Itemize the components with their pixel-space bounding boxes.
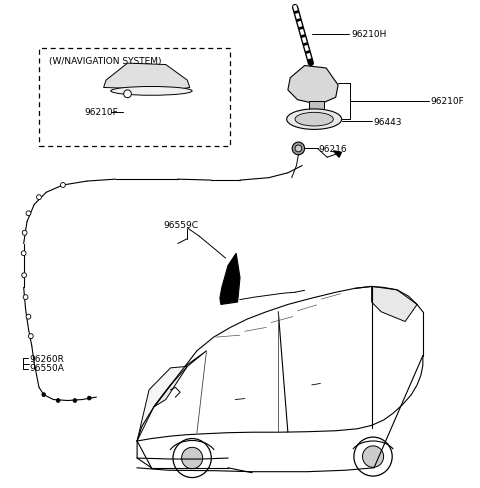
Circle shape — [22, 273, 26, 278]
Bar — [310, 102, 324, 113]
Circle shape — [56, 399, 60, 403]
Polygon shape — [333, 152, 341, 158]
Ellipse shape — [287, 110, 342, 130]
Circle shape — [354, 437, 392, 476]
Polygon shape — [137, 366, 187, 441]
Polygon shape — [154, 351, 206, 407]
Circle shape — [22, 231, 27, 236]
Circle shape — [181, 447, 203, 469]
Circle shape — [362, 446, 384, 468]
Circle shape — [26, 315, 31, 320]
Circle shape — [60, 183, 65, 188]
Text: 96443: 96443 — [373, 118, 402, 126]
Circle shape — [73, 399, 77, 403]
Circle shape — [87, 396, 91, 400]
Text: (W/NAVIGATION SYSTEM): (W/NAVIGATION SYSTEM) — [48, 57, 161, 66]
Text: 96210F: 96210F — [431, 97, 464, 106]
Ellipse shape — [295, 113, 333, 127]
Ellipse shape — [111, 87, 192, 96]
Circle shape — [23, 295, 28, 300]
Circle shape — [36, 195, 41, 200]
Polygon shape — [220, 254, 240, 305]
Bar — [39, 49, 230, 147]
Circle shape — [42, 393, 46, 397]
Circle shape — [124, 91, 132, 99]
Text: 96559C: 96559C — [163, 221, 198, 230]
Text: 96550A: 96550A — [29, 364, 64, 372]
Text: 96210F: 96210F — [84, 108, 118, 117]
Text: 96216: 96216 — [318, 144, 347, 154]
Circle shape — [173, 439, 211, 478]
Circle shape — [292, 143, 305, 156]
Polygon shape — [104, 64, 190, 91]
Circle shape — [28, 334, 33, 339]
Text: 96260R: 96260R — [29, 354, 64, 363]
Circle shape — [21, 251, 26, 256]
Circle shape — [295, 146, 302, 153]
Polygon shape — [288, 66, 338, 105]
Polygon shape — [372, 287, 417, 322]
Circle shape — [26, 211, 31, 216]
Text: 96210H: 96210H — [351, 30, 386, 39]
